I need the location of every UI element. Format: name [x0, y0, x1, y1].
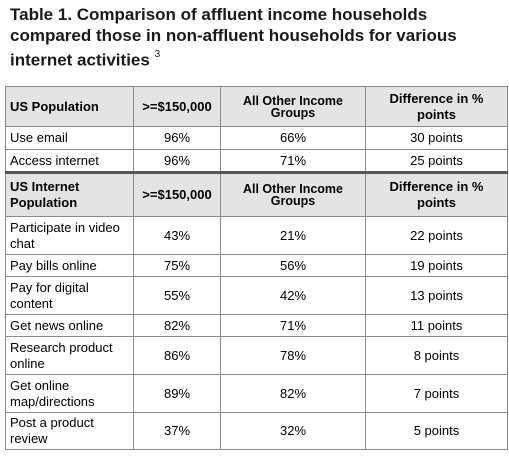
- activity-cell: Pay for digital content: [5, 276, 134, 315]
- other-value: 82%: [220, 374, 366, 413]
- table-row: Research product online 86% 78% 8 points: [5, 336, 508, 375]
- activity-cell: Access internet: [5, 149, 134, 173]
- affluent-value: 89%: [133, 374, 221, 413]
- other-value: 42%: [220, 276, 366, 315]
- activity-cell: Pay bills online: [5, 254, 134, 277]
- affluent-value: 37%: [133, 412, 221, 450]
- difference-value: 30 points: [365, 126, 508, 150]
- affluent-value: 75%: [133, 254, 221, 277]
- affluent-value: 82%: [133, 314, 221, 337]
- other-value: 66%: [220, 126, 366, 150]
- header-affluent: >=$150,000: [133, 86, 221, 127]
- table-row: Use email 96% 66% 30 points: [5, 126, 508, 150]
- affluent-value: 86%: [133, 336, 221, 375]
- header-difference: Difference in % points: [365, 86, 508, 127]
- title-line-1: Table 1. Comparison of affluent income h…: [10, 5, 428, 24]
- activity-cell: Get online map/directions: [5, 374, 134, 413]
- activity-cell: Get news online: [5, 314, 134, 337]
- difference-value: 25 points: [365, 149, 508, 173]
- header-difference: Difference in % points: [365, 171, 508, 217]
- other-value: 56%: [220, 254, 366, 277]
- table-row: Get news online 82% 71% 11 points: [5, 314, 508, 337]
- table-row: Pay bills online 75% 56% 19 points: [5, 254, 508, 277]
- other-value: 21%: [220, 216, 366, 255]
- table-row: Get online map/directions 89% 82% 7 poin…: [5, 374, 508, 413]
- title-line-3: internet activities: [10, 50, 150, 70]
- activity-cell: Post a product review: [5, 412, 134, 450]
- other-value: 32%: [220, 412, 366, 450]
- difference-value: 8 points: [365, 336, 508, 375]
- difference-value: 22 points: [365, 216, 508, 255]
- other-value: 78%: [220, 336, 366, 375]
- header-affluent: >=$150,000: [133, 171, 221, 217]
- activity-cell: Participate in video chat: [5, 216, 134, 255]
- table-row: Pay for digital content 55% 42% 13 point…: [5, 276, 508, 315]
- difference-value: 7 points: [365, 374, 508, 413]
- table-row: Post a product review 37% 32% 5 points: [5, 412, 508, 450]
- table-row: Participate in video chat 43% 21% 22 poi…: [5, 216, 508, 255]
- activity-cell: Use email: [5, 126, 134, 150]
- affluent-value: 96%: [133, 126, 221, 150]
- section1-header-row: US Population >=$150,000 All Other Incom…: [5, 86, 508, 127]
- header-internet-population: US Internet Population: [5, 171, 134, 217]
- other-value: 71%: [220, 149, 366, 173]
- title-line-2: compared those in non-affluent household…: [10, 26, 457, 45]
- affluent-value: 96%: [133, 149, 221, 173]
- difference-value: 13 points: [365, 276, 508, 315]
- affluent-value: 55%: [133, 276, 221, 315]
- difference-value: 11 points: [365, 314, 508, 337]
- header-population: US Population: [5, 86, 134, 127]
- footnote-marker: 3: [154, 49, 161, 60]
- comparison-table: US Population >=$150,000 All Other Incom…: [5, 86, 508, 450]
- table-row: Access internet 96% 71% 25 points: [5, 149, 508, 173]
- other-value: 71%: [220, 314, 366, 337]
- activity-cell: Research product online: [5, 336, 134, 375]
- header-other-income: All Other Income Groups: [220, 86, 366, 127]
- difference-value: 19 points: [365, 254, 508, 277]
- section2-header-row: US Internet Population >=$150,000 All Ot…: [5, 171, 508, 217]
- table-title: Table 1. Comparison of affluent income h…: [10, 4, 505, 71]
- affluent-value: 43%: [133, 216, 221, 255]
- difference-value: 5 points: [365, 412, 508, 450]
- header-other-income: All Other Income Groups: [220, 171, 366, 217]
